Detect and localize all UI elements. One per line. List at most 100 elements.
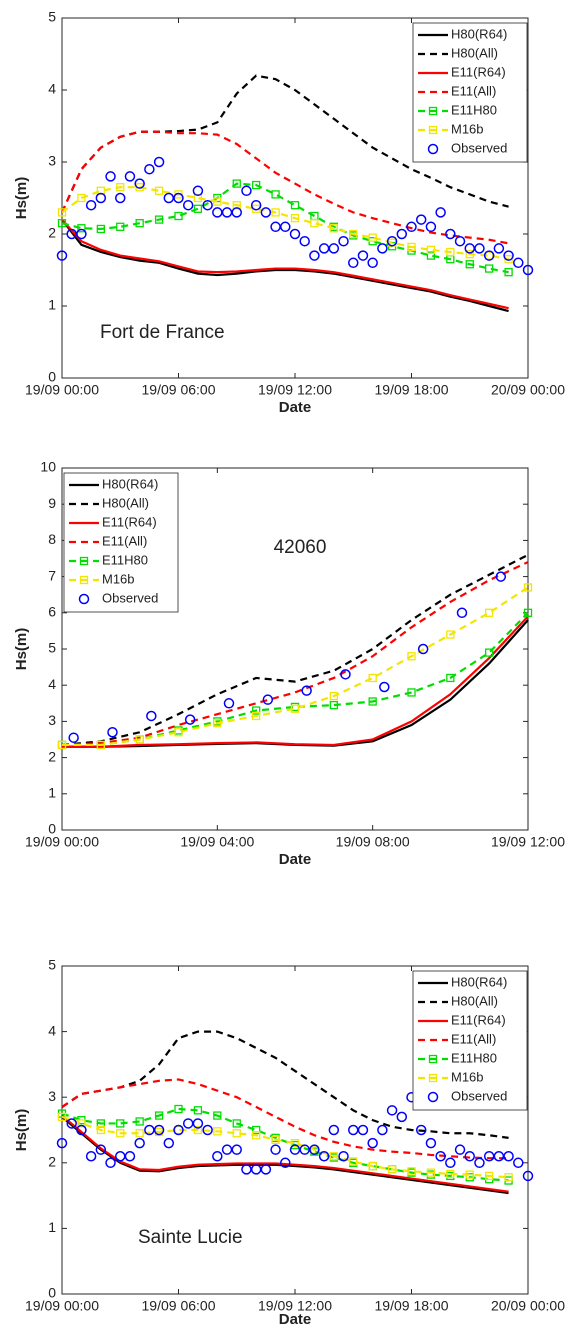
- marker: [154, 186, 164, 195]
- x-axis-label: Date: [279, 1311, 312, 1328]
- marker: [252, 1125, 261, 1135]
- marker: [368, 1161, 377, 1171]
- marker: [153, 1124, 165, 1136]
- marker: [367, 1137, 378, 1149]
- marker: [426, 245, 436, 254]
- marker: [483, 250, 495, 261]
- y-tick-label: 1: [48, 297, 56, 313]
- legend-label: M16b: [451, 1069, 484, 1084]
- marker: [396, 1111, 408, 1123]
- y-tick-label: 0: [48, 369, 56, 385]
- marker: [213, 719, 222, 728]
- marker: [377, 243, 388, 254]
- marker: [386, 1105, 398, 1116]
- series-line: [61, 1030, 509, 1139]
- marker: [428, 1054, 438, 1064]
- y-axis-label: Hs(m): [13, 628, 30, 671]
- marker: [446, 247, 455, 257]
- y-tick-label: 3: [48, 712, 56, 728]
- marker: [368, 697, 377, 706]
- marker: [135, 1117, 144, 1126]
- legend-label: E11H80: [451, 102, 497, 117]
- marker: [454, 1144, 466, 1155]
- marker: [144, 163, 155, 175]
- marker: [445, 1157, 456, 1169]
- y-tick-label: 3: [48, 153, 56, 169]
- marker: [270, 1144, 281, 1155]
- marker: [57, 740, 67, 750]
- marker: [485, 608, 494, 617]
- marker: [428, 125, 438, 135]
- marker: [271, 208, 280, 217]
- marker: [280, 221, 291, 233]
- legend-label: M16b: [102, 571, 135, 586]
- series-line: [61, 553, 529, 747]
- annotation: Sainte Lucie: [138, 1227, 243, 1248]
- marker: [435, 207, 446, 218]
- legend-label: H80(All): [102, 495, 149, 510]
- legend-label: H80(R64): [451, 26, 507, 41]
- marker: [504, 268, 513, 277]
- x-tick-label: 19/09 04:00: [180, 834, 254, 850]
- marker: [78, 593, 90, 605]
- marker: [79, 556, 89, 566]
- marker: [174, 728, 183, 737]
- marker: [329, 1152, 338, 1161]
- marker: [454, 235, 466, 247]
- y-tick-label: 10: [40, 459, 56, 475]
- legend-label: M16b: [451, 121, 484, 136]
- marker: [56, 250, 68, 261]
- marker: [57, 219, 67, 228]
- y-tick-label: 0: [48, 1285, 56, 1301]
- marker: [485, 648, 494, 657]
- marker: [425, 221, 437, 233]
- marker: [116, 183, 125, 192]
- marker: [329, 224, 338, 233]
- marker: [135, 735, 144, 744]
- marker: [290, 704, 300, 713]
- y-tick-label: 5: [48, 957, 56, 973]
- marker: [427, 143, 439, 155]
- marker: [252, 706, 261, 715]
- legend-label: E11H80: [451, 1050, 497, 1065]
- series-line: [61, 1114, 509, 1193]
- marker: [415, 214, 427, 225]
- marker: [116, 1119, 125, 1128]
- marker: [456, 607, 468, 619]
- marker: [338, 235, 349, 247]
- x-tick-label: 20/09 00:00: [491, 1298, 565, 1314]
- marker: [465, 1170, 474, 1179]
- marker: [493, 243, 505, 254]
- chart: 0 1 2 3 4 5 19/09 00:00 19/09 06:00 19/09 12:00 1…: [13, 9, 565, 416]
- marker: [77, 1119, 86, 1128]
- marker: [474, 243, 485, 254]
- marker: [202, 199, 213, 211]
- marker: [428, 1073, 438, 1083]
- marker: [96, 740, 105, 750]
- marker: [260, 1164, 272, 1175]
- x-tick-label: 20/09 00:00: [491, 382, 565, 398]
- marker: [116, 1129, 125, 1138]
- marker: [504, 1173, 513, 1182]
- marker: [135, 1129, 144, 1138]
- marker: [241, 185, 252, 197]
- marker: [213, 197, 222, 206]
- marker: [96, 186, 105, 195]
- legend-label: E11(All): [451, 83, 496, 98]
- legend-label: H80(All): [451, 45, 498, 60]
- legend: H80(R64) H80(All) E11(R64) E11(All) E11H80 M1…: [412, 22, 528, 163]
- marker: [523, 608, 533, 617]
- marker: [445, 228, 456, 240]
- x-tick-label: 19/09 00:00: [25, 1298, 99, 1314]
- x-axis-label: Date: [279, 851, 312, 868]
- marker: [377, 1124, 388, 1136]
- marker: [193, 204, 203, 213]
- legend-label: Observed: [451, 1088, 507, 1103]
- series-line: [62, 615, 529, 748]
- legend-label: E11(R64): [451, 1012, 506, 1027]
- marker: [77, 193, 86, 203]
- marker: [290, 1138, 300, 1148]
- marker: [76, 1124, 87, 1136]
- x-tick-label: 19/09 18:00: [375, 1298, 449, 1314]
- marker: [231, 207, 242, 218]
